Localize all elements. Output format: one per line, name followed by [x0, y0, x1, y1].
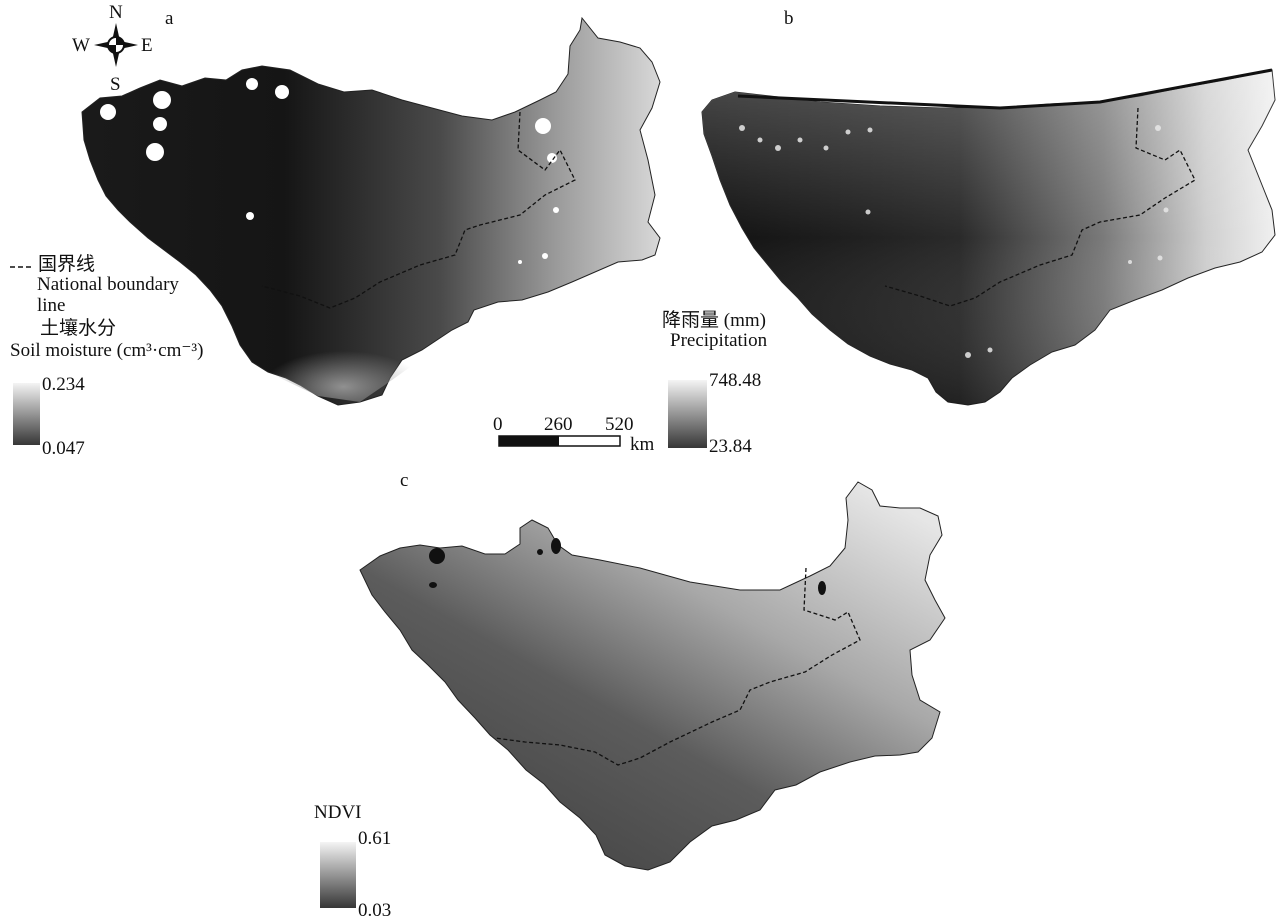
- panel-c-label: c: [400, 470, 409, 491]
- precipitation-title-zh: 降雨量 (mm): [662, 310, 766, 331]
- compass-east-label: E: [141, 35, 153, 56]
- precipitation-map: [701, 68, 1276, 406]
- compass-west-label: W: [72, 35, 90, 56]
- ndvi-min: 0.03: [358, 900, 392, 921]
- precipitation-ramp: [668, 380, 707, 448]
- precipitation-max: 748.48: [709, 370, 762, 391]
- soil-moisture-map: [81, 16, 661, 406]
- compass-south-label: S: [110, 74, 121, 95]
- scale-unit: km: [630, 434, 655, 455]
- scale-tick-260: 260: [544, 414, 573, 435]
- soil-moisture-ramp: [13, 383, 40, 445]
- soil-moisture-title-en: Soil moisture (cm³·cm⁻³): [10, 340, 204, 361]
- scale-tick-0: 0: [493, 414, 503, 435]
- boundary-label-zh: 国界线: [38, 254, 96, 275]
- ndvi-map: [359, 481, 946, 871]
- compass-north-label: N: [109, 2, 123, 23]
- soil-moisture-title-zh: 土壤水分: [40, 318, 117, 339]
- scale-tick-520: 520: [605, 414, 634, 435]
- ndvi-ramp: [320, 842, 356, 908]
- ndvi-max: 0.61: [358, 828, 392, 849]
- precipitation-min: 23.84: [709, 436, 752, 457]
- panel-a-label: a: [165, 8, 174, 29]
- north-arrow-icon: [94, 23, 138, 67]
- boundary-label-en: National boundary: [37, 274, 179, 295]
- precipitation-title-en: Precipitation: [670, 330, 768, 351]
- soil-moisture-min: 0.047: [42, 438, 85, 459]
- panel-b-label: b: [784, 8, 794, 29]
- boundary-label-en-2: line: [37, 295, 66, 316]
- ndvi-title: NDVI: [314, 802, 362, 823]
- scale-bar: [498, 435, 621, 447]
- soil-moisture-max: 0.234: [42, 374, 85, 395]
